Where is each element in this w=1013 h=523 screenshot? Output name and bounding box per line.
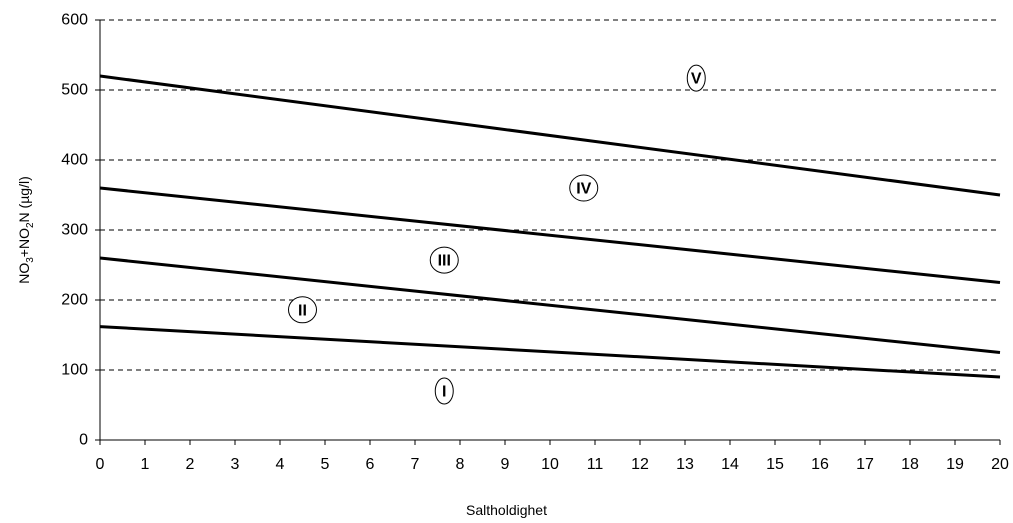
y-tick-label-400: 400 bbox=[61, 152, 88, 169]
x-tick-label-5: 5 bbox=[321, 456, 330, 473]
x-tick-label-10: 10 bbox=[541, 456, 559, 473]
x-tick-label-6: 6 bbox=[366, 456, 375, 473]
y-tick-label-500: 500 bbox=[61, 82, 88, 99]
x-tick-label-19: 19 bbox=[946, 456, 964, 473]
x-tick-label-13: 13 bbox=[676, 456, 694, 473]
x-tick-label-0: 0 bbox=[96, 456, 105, 473]
y-axis-title-part-2: +NO bbox=[16, 228, 33, 258]
x-tick-label-16: 16 bbox=[811, 456, 829, 473]
x-tick-label-3: 3 bbox=[231, 456, 240, 473]
x-tick-label-17: 17 bbox=[856, 456, 874, 473]
class-label-circle-III bbox=[429, 246, 459, 274]
y-tick-label-100: 100 bbox=[61, 362, 88, 379]
x-tick-label-1: 1 bbox=[141, 456, 150, 473]
y-axis-title-part-3: N (µg/l) bbox=[16, 176, 33, 223]
class-label-III: III bbox=[438, 253, 451, 270]
x-tick-label-9: 9 bbox=[501, 456, 510, 473]
y-tick-label-600: 600 bbox=[61, 12, 88, 29]
class-label-V: V bbox=[691, 71, 702, 88]
x-tick-label-7: 7 bbox=[411, 456, 420, 473]
y-tick-label-300: 300 bbox=[61, 222, 88, 239]
x-tick-label-12: 12 bbox=[631, 456, 649, 473]
y-axis-title-subscript-3: 3 bbox=[24, 257, 36, 263]
x-tick-label-4: 4 bbox=[276, 456, 285, 473]
class-label-circle-I bbox=[434, 377, 454, 405]
class-label-circle-IV bbox=[569, 174, 599, 202]
x-tick-label-15: 15 bbox=[766, 456, 784, 473]
class-label-IV: IV bbox=[576, 181, 591, 198]
series-line-4 bbox=[99, 74, 1001, 197]
x-axis-title: Saltholdighet bbox=[466, 502, 547, 518]
class-label-circle-II bbox=[288, 296, 317, 324]
y-axis-title-subscript-2: 2 bbox=[24, 222, 36, 228]
y-tick-label-200: 200 bbox=[61, 292, 88, 309]
x-tick-label-14: 14 bbox=[721, 456, 739, 473]
x-tick-label-20: 20 bbox=[991, 456, 1009, 473]
series-line-3 bbox=[99, 186, 1001, 284]
x-tick-label-2: 2 bbox=[186, 456, 195, 473]
class-label-I: I bbox=[442, 384, 446, 401]
series-line-1 bbox=[99, 325, 1001, 379]
x-tick-label-18: 18 bbox=[901, 456, 919, 473]
class-label-circle-V bbox=[686, 64, 706, 92]
y-tick-label-0: 0 bbox=[79, 432, 88, 449]
series-line-2 bbox=[99, 256, 1001, 354]
class-label-II: II bbox=[298, 302, 307, 319]
y-axis-title-part-1: NO bbox=[16, 262, 33, 284]
x-tick-label-8: 8 bbox=[456, 456, 465, 473]
x-tick-label-11: 11 bbox=[587, 456, 604, 473]
